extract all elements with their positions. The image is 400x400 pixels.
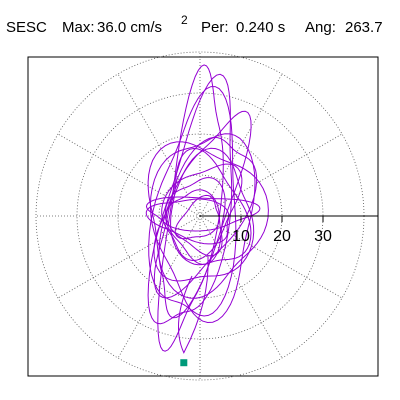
grid-spoke — [199, 133, 343, 217]
trace-loop — [165, 189, 223, 257]
polar-axes — [200, 215, 378, 222]
grid-spoke — [117, 215, 201, 359]
grid-spoke — [199, 215, 283, 359]
angle-value: 263.7 — [345, 19, 383, 36]
period-label: Per: — [201, 19, 229, 36]
grid-spoke — [199, 73, 283, 217]
angle-label: Ang: — [305, 19, 336, 36]
grid-spoke — [117, 73, 201, 217]
radial-tick-labels: 10 20 30 — [232, 228, 332, 245]
max-value: 36.0 cm/s — [97, 19, 162, 36]
period-value: 0.240 s — [236, 19, 285, 36]
grid-spoke — [57, 215, 201, 299]
motion-trace — [145, 64, 269, 354]
peak-marker-layer — [180, 359, 188, 367]
trace-peak-tail — [177, 255, 209, 354]
trace-loop — [149, 133, 256, 324]
max-unit-exponent: 2 — [181, 13, 188, 27]
peak-marker — [180, 359, 188, 367]
trace-loop — [147, 141, 269, 299]
station-label: SESC — [6, 19, 47, 36]
trace-loop — [145, 196, 261, 232]
tick-label-30: 30 — [314, 228, 332, 245]
max-label: Max: — [62, 19, 95, 36]
tick-label-20: 20 — [273, 228, 291, 245]
tick-label-10: 10 — [232, 228, 250, 245]
trace-loop — [145, 198, 230, 245]
trace-loop — [170, 147, 252, 266]
trace-loop — [148, 86, 237, 317]
trace-loop — [164, 177, 226, 265]
trace-loop — [153, 147, 255, 282]
trace-loop — [147, 73, 233, 325]
chart-header: SESC Max: 36.0 cm/s 2 Per: 0.240 s Ang: … — [6, 13, 383, 36]
